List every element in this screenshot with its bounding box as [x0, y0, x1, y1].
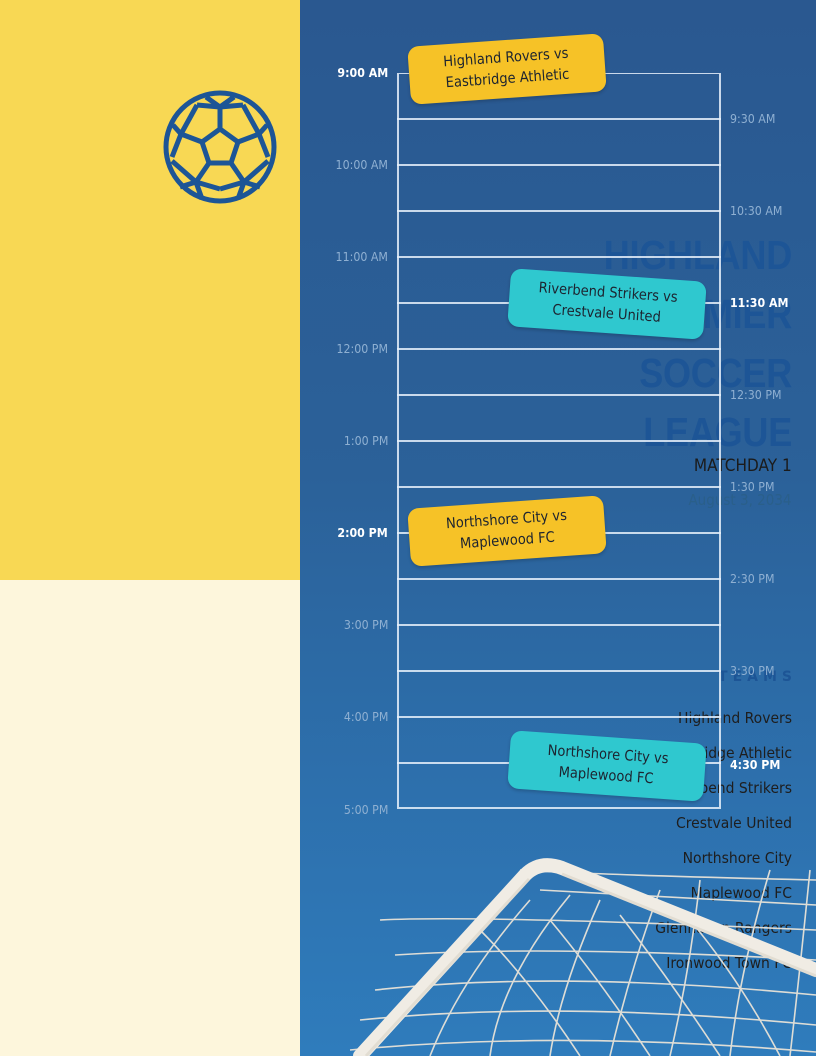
team-item: Crestvale United — [675, 814, 792, 832]
time-label: 12:30 PM — [730, 388, 782, 402]
grid-line — [397, 256, 721, 258]
teams-panel — [0, 580, 300, 1056]
time-label: 2:30 PM — [730, 572, 775, 586]
league-title: HIGHLAND PREMIER SOCCER LEAGUE — [522, 226, 793, 462]
grid-line — [397, 578, 721, 580]
time-label: 9:00 AM — [337, 66, 388, 80]
team-item: Northshore City — [682, 849, 792, 867]
teams-list: Highland Rovers Eastbridge Athletic Rive… — [640, 705, 792, 985]
title-line: LEAGUE — [643, 409, 792, 455]
grid-line — [397, 164, 721, 166]
teams-heading: TEAMS — [718, 669, 797, 685]
team-item: Highland Rovers — [677, 709, 792, 727]
grid-line — [397, 486, 721, 488]
time-label: 12:00 PM — [336, 342, 388, 356]
grid-line — [397, 670, 721, 672]
grid-line — [397, 118, 721, 120]
team-item: Maplewood FC — [690, 884, 792, 902]
time-label: 4:30 PM — [730, 758, 781, 772]
grid-line — [397, 210, 721, 212]
grid-line — [397, 348, 721, 350]
time-label: 5:00 PM — [343, 803, 388, 817]
matchday-label: MATCHDAY 1 — [694, 456, 792, 476]
time-label: 3:00 PM — [343, 618, 388, 632]
time-label: 1:00 PM — [343, 434, 388, 448]
grid-line — [397, 394, 721, 396]
team-item: Ironwood Town FC — [666, 954, 792, 972]
title-line: HIGHLAND — [603, 232, 793, 278]
time-label: 2:00 PM — [337, 526, 388, 540]
time-label: 10:00 AM — [335, 158, 388, 172]
time-label: 9:30 AM — [730, 112, 776, 126]
time-label: 3:30 PM — [730, 664, 775, 678]
header-panel — [0, 0, 300, 580]
title-line: SOCCER — [639, 350, 792, 396]
goal-net-image — [349, 858, 816, 1056]
soccer-ball-icon — [163, 90, 277, 204]
time-label: 1:30 PM — [730, 480, 775, 494]
time-label: 11:00 AM — [335, 250, 388, 264]
grid-line — [397, 716, 721, 718]
time-label: 11:30 AM — [730, 296, 789, 310]
time-label: 10:30 AM — [730, 204, 783, 218]
grid-line — [397, 624, 721, 626]
match-date: August 3, 2034 — [688, 491, 792, 509]
grid-line — [397, 440, 721, 442]
time-label: 4:00 PM — [343, 710, 388, 724]
